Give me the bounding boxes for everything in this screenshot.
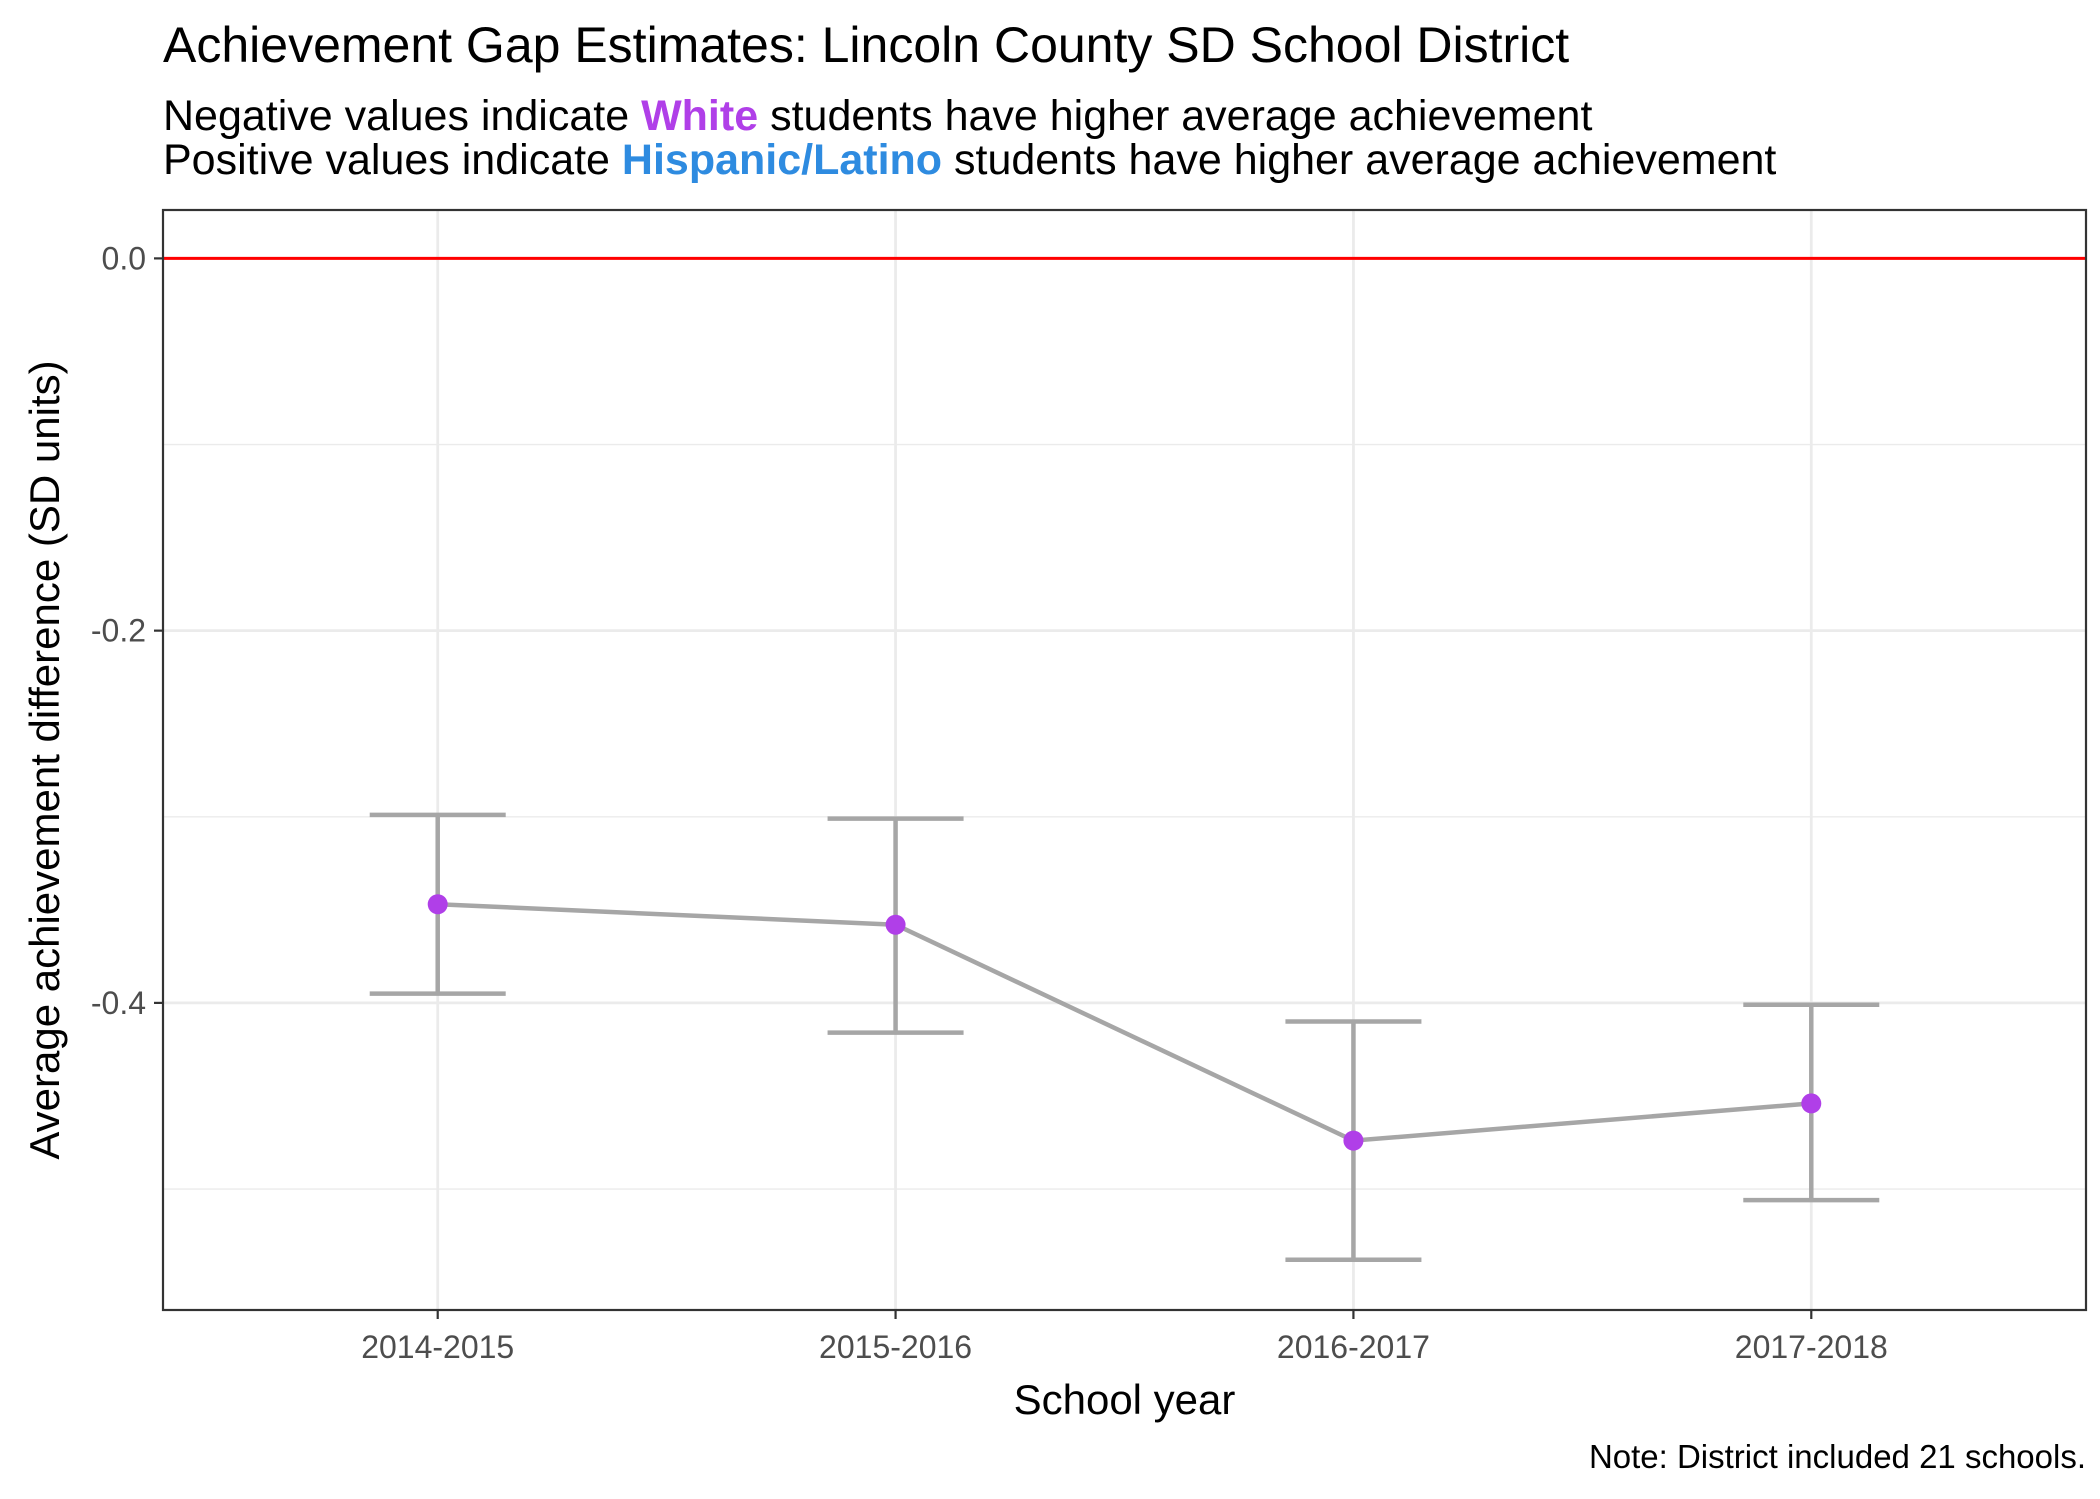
- y-axis-title: Average achievement difference (SD units…: [21, 360, 68, 1159]
- y-tick-label: 0.0: [102, 240, 146, 276]
- data-point: [1343, 1130, 1364, 1151]
- grid-major: [163, 210, 2086, 1310]
- data-point: [427, 894, 448, 915]
- y-tick-label: -0.2: [91, 613, 146, 649]
- subtitle-2-after: students have higher average achievement: [954, 136, 1777, 184]
- subtitle-1-before: Negative values indicate: [163, 92, 630, 140]
- subtitle-2-before: Positive values indicate: [163, 136, 610, 184]
- x-tick-label: 2014-2015: [361, 1329, 514, 1365]
- data-points: [427, 894, 1822, 1151]
- y-axis-ticks: 0.0 -0.2 -0.4: [91, 240, 163, 1021]
- panel-border: [161, 208, 2088, 1312]
- chart-title: Achievement Gap Estimates: Lincoln Count…: [163, 17, 1570, 73]
- series-line: [437, 901, 1812, 1143]
- footnote: Note: District included 21 schools.: [1588, 1438, 2086, 1475]
- x-tick-label: 2016-2017: [1277, 1329, 1430, 1365]
- subtitle-group-hispanic: Hispanic/Latino: [621, 136, 943, 184]
- series-line-group: [437, 901, 1812, 1143]
- error-bars: [369, 812, 1880, 1262]
- subtitle-1-after: students have higher average achievement: [770, 92, 1593, 140]
- x-axis-ticks: 2014-2015 2015-2016 2016-2017 2017-2018: [361, 1310, 1888, 1365]
- data-point: [885, 914, 906, 935]
- x-tick-label: 2015-2016: [819, 1329, 972, 1365]
- subtitle-line-2: Positive values indicate Hispanic/Latino…: [163, 136, 1776, 184]
- data-point: [1801, 1093, 1822, 1114]
- subtitle-line-1: Negative values indicate White students …: [163, 92, 1592, 140]
- x-axis-title: School year: [1014, 1376, 1236, 1423]
- subtitle-group-white: White: [641, 92, 759, 140]
- x-tick-label: 2017-2018: [1735, 1329, 1888, 1365]
- y-tick-label: -0.4: [91, 985, 146, 1021]
